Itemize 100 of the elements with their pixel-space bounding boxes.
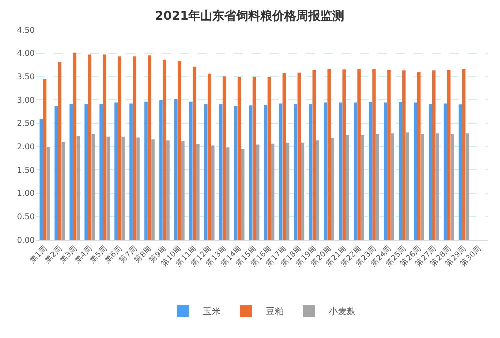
bar (118, 56, 122, 240)
bar (301, 142, 305, 240)
bar (462, 69, 466, 240)
y-tick-label: 4.00 (17, 49, 35, 58)
bar (450, 134, 454, 240)
y-tick-label: 1.00 (17, 189, 35, 198)
bar (428, 104, 432, 240)
bar (166, 140, 170, 240)
bar (174, 100, 178, 240)
bar (54, 106, 58, 240)
y-tick-label: 1.50 (17, 166, 35, 175)
bar (211, 146, 215, 240)
bar (249, 106, 253, 240)
legend-label: 玉米 (203, 306, 221, 318)
bar (163, 60, 166, 240)
bar (208, 74, 212, 240)
y-tick-label: 4.50 (17, 26, 35, 35)
bar (331, 138, 334, 240)
bar (114, 102, 118, 240)
bar (88, 54, 92, 240)
bar (226, 148, 230, 240)
bar (76, 136, 80, 240)
bar (182, 142, 185, 240)
bar (294, 104, 298, 240)
bar (420, 134, 424, 240)
bar (384, 102, 388, 240)
bar (178, 61, 182, 240)
bar (361, 135, 364, 240)
bar (46, 147, 50, 240)
bar (234, 106, 238, 240)
bar (286, 142, 290, 240)
bar (196, 144, 200, 240)
bar (152, 140, 155, 240)
bar (391, 134, 394, 240)
bar (346, 135, 350, 240)
bar (354, 102, 358, 240)
bar (312, 70, 316, 240)
bar (264, 105, 268, 240)
bar (222, 76, 226, 240)
bar (268, 77, 272, 240)
y-tick-label: 2.50 (17, 119, 35, 128)
legend-label: 小麦麸 (329, 306, 356, 318)
y-tick-label: 3.00 (17, 96, 35, 105)
bar (358, 69, 361, 240)
bar (466, 134, 470, 240)
bar (271, 144, 275, 240)
bar (328, 69, 332, 240)
bar (241, 149, 245, 240)
bar (309, 104, 313, 240)
bar (204, 104, 208, 240)
bar (402, 70, 406, 240)
bar (192, 66, 196, 240)
bar (298, 72, 302, 240)
bar (282, 73, 286, 240)
bar (40, 119, 44, 240)
bar (432, 70, 436, 240)
bar (316, 140, 320, 240)
bar (70, 104, 74, 240)
bar (376, 134, 380, 240)
y-tick-label: 3.50 (17, 72, 35, 82)
bar (103, 54, 107, 240)
bar (369, 102, 372, 240)
bar (339, 102, 342, 240)
bar (256, 144, 260, 240)
bar (372, 69, 376, 240)
bar (122, 136, 125, 240)
bar (238, 77, 242, 240)
bar (43, 79, 47, 240)
bar (399, 102, 402, 240)
bar (133, 56, 136, 240)
bar (447, 70, 451, 240)
chart-title: 2021年山东省饲料粮价格周报监测 (155, 9, 345, 24)
bar (148, 56, 152, 240)
bar (324, 102, 328, 240)
bar (436, 134, 440, 240)
bar (190, 102, 193, 240)
bar (84, 104, 88, 240)
bar (73, 52, 77, 240)
bar (62, 142, 66, 240)
bar (219, 104, 223, 240)
y-tick-label: 2.00 (17, 142, 35, 152)
y-tick-label: 0.50 (17, 212, 35, 222)
bar (160, 100, 163, 240)
legend-label: 豆粕 (266, 306, 284, 318)
bar (444, 104, 448, 240)
bar (406, 132, 410, 240)
bar (252, 77, 256, 240)
bar (144, 102, 148, 240)
bar (279, 104, 283, 240)
y-tick-label: 0.00 (17, 236, 35, 245)
bar (58, 62, 62, 240)
bar (92, 134, 96, 240)
bar (106, 136, 110, 240)
bar (130, 104, 133, 240)
bar (388, 70, 391, 240)
bar (458, 104, 462, 240)
bar (136, 138, 140, 240)
bar (342, 70, 346, 240)
bar (100, 104, 104, 240)
bar (414, 102, 418, 240)
